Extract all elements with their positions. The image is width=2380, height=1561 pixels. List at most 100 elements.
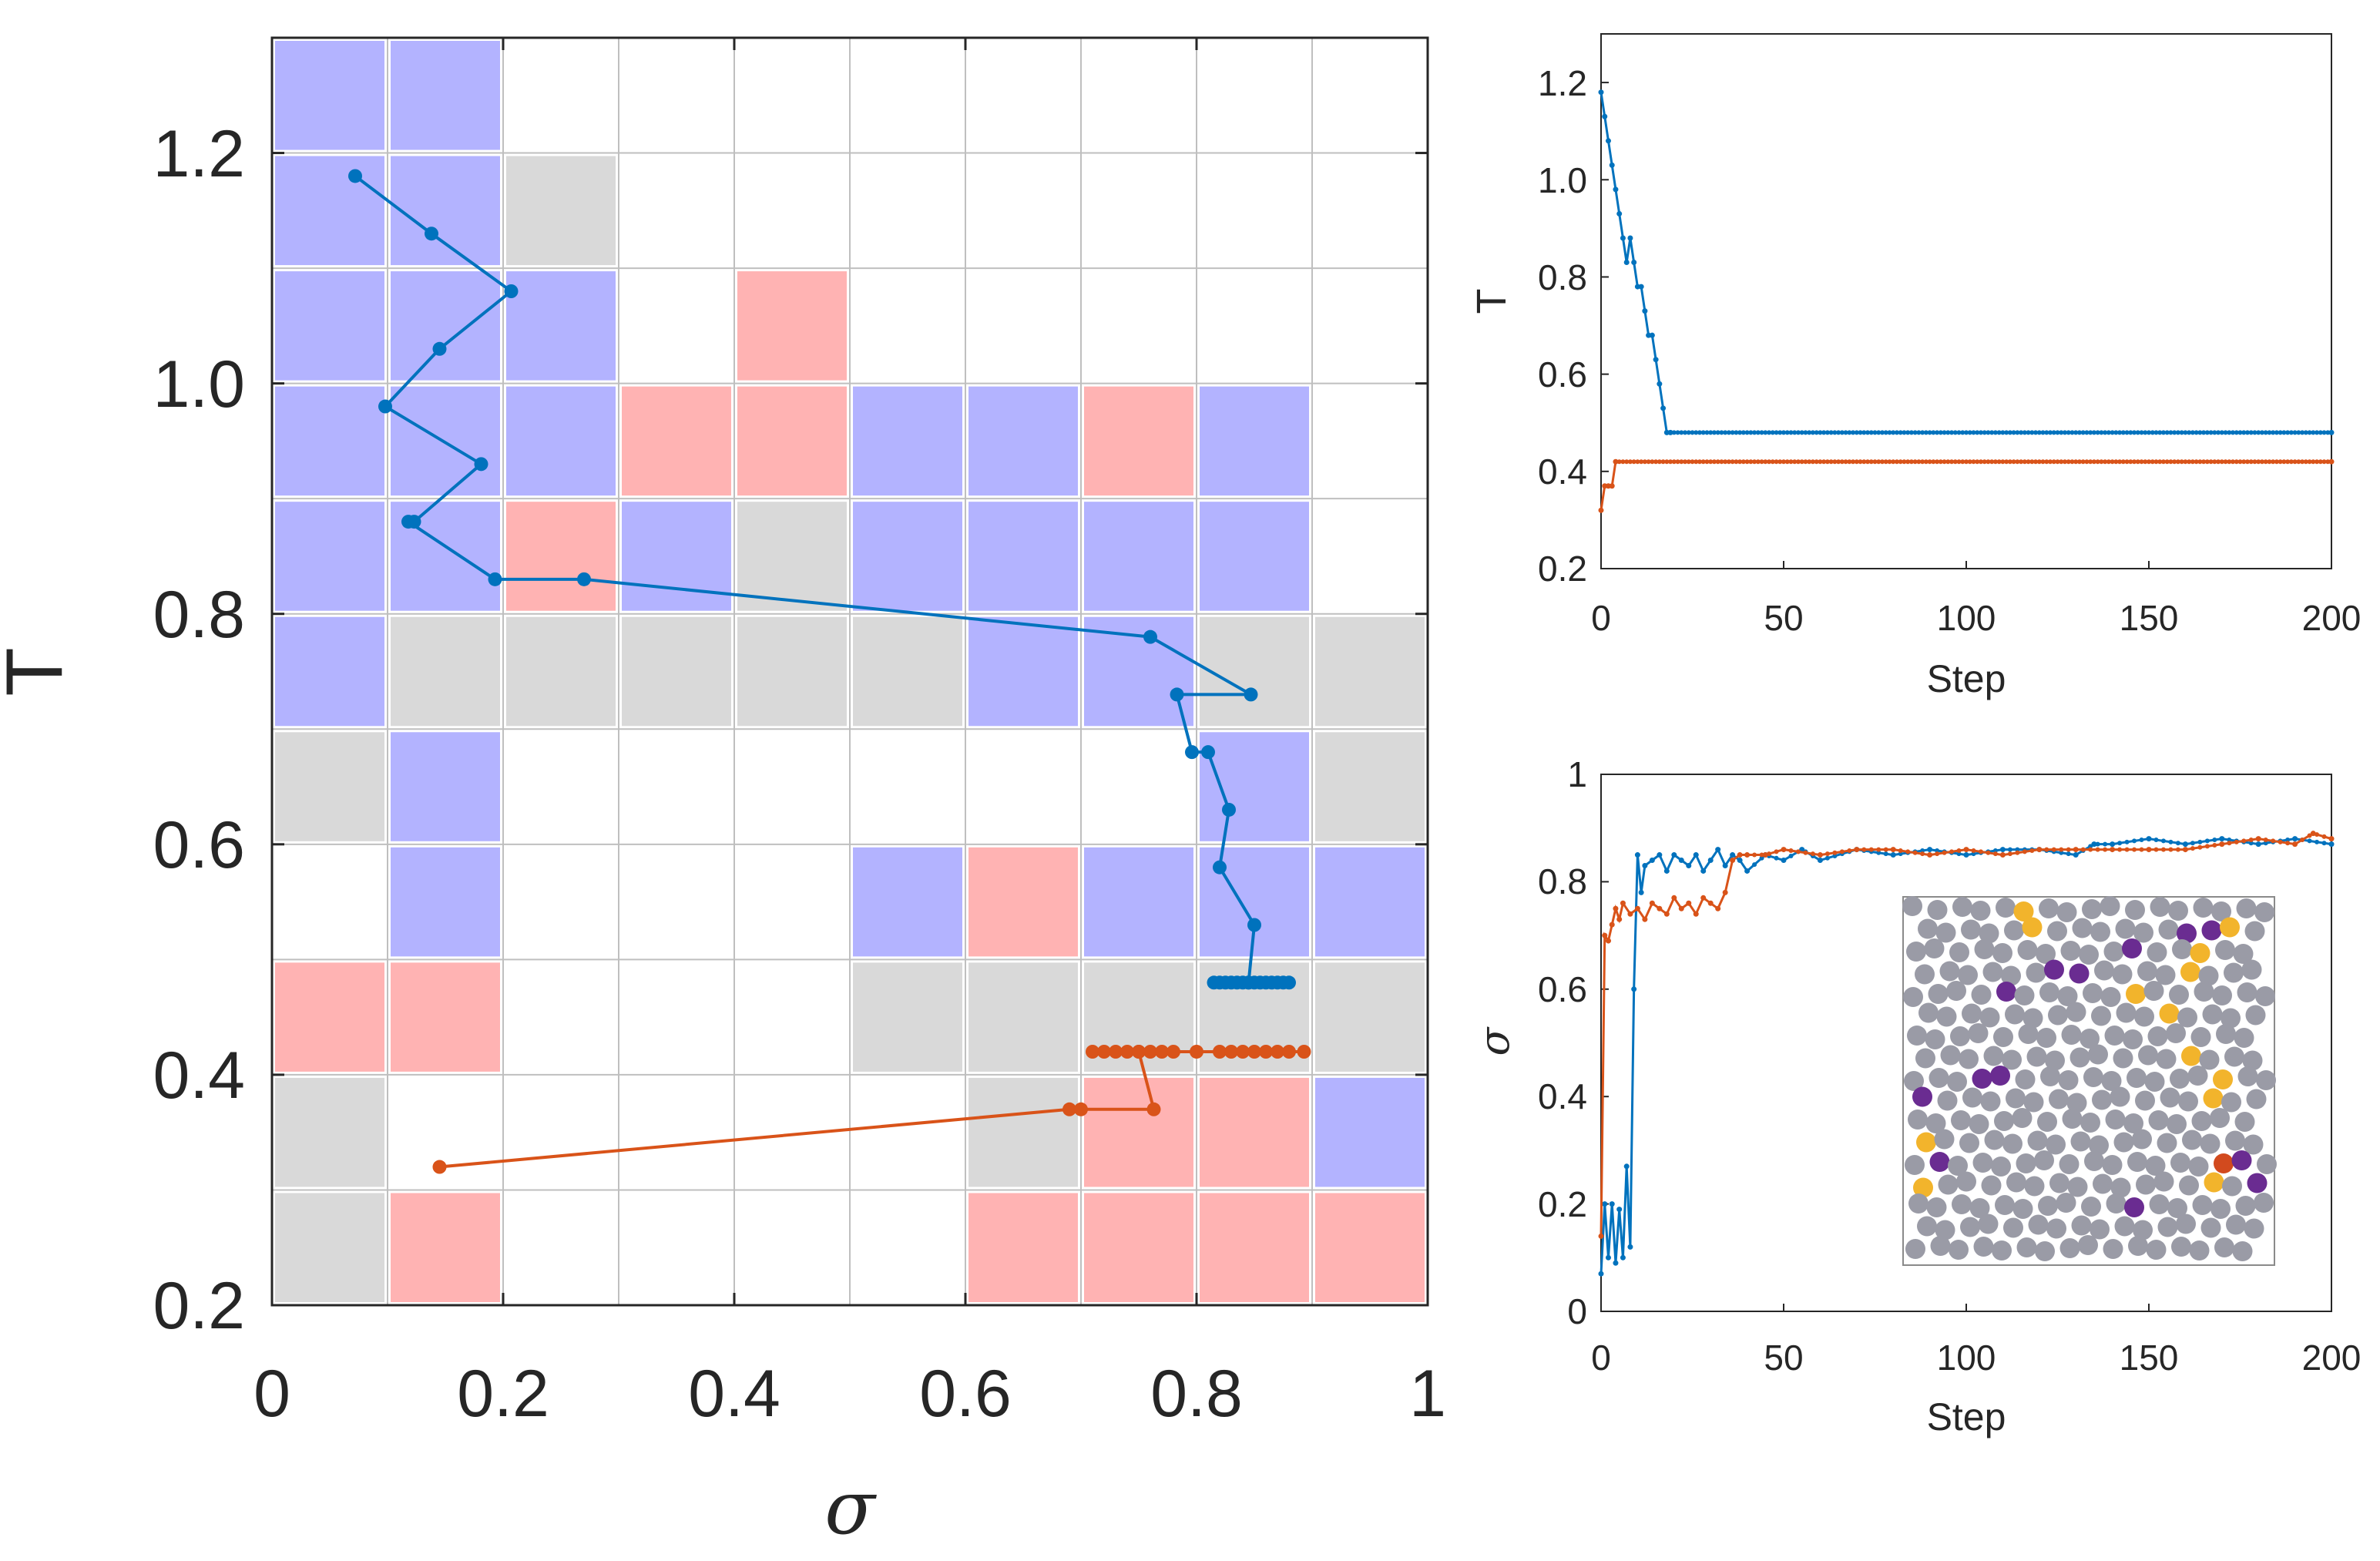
top-right-blue-marker	[1700, 430, 1706, 435]
top-right-blue-marker	[1726, 430, 1731, 435]
bottom-right-orange-marker	[2329, 836, 2334, 841]
top-right-blue-marker	[1748, 430, 1754, 435]
particle-gray	[2170, 1153, 2190, 1173]
top-right-orange-marker	[2004, 459, 2009, 465]
heatmap-cell-blue	[968, 386, 1078, 496]
particle-gray	[1926, 1197, 1947, 1217]
top-right-y-tick-label: 1.0	[1538, 160, 1587, 200]
particle-gray	[2133, 922, 2153, 943]
particle-gray	[1992, 943, 2012, 963]
particle-gray	[2138, 1045, 2158, 1066]
top-right-x-tick-label: 0	[1591, 598, 1611, 638]
bottom-right-orange-marker	[1635, 906, 1640, 911]
particle-gray	[2039, 898, 2059, 918]
top-right-orange-marker	[1872, 459, 1878, 465]
bottom-right-blue-marker	[1832, 853, 1838, 858]
bottom-right-orange-marker	[1876, 847, 1882, 852]
main-x-axis-label: σ	[824, 1465, 877, 1551]
particle-gray	[2232, 1241, 2253, 1261]
particle-gray	[2170, 1069, 2190, 1089]
bottom-right-blue-marker	[2197, 839, 2203, 844]
top-right-blue-marker	[1923, 430, 1929, 435]
top-right-blue-marker	[1971, 430, 1976, 435]
main-blue-point	[474, 457, 488, 472]
top-right-orange-marker	[2321, 459, 2327, 465]
main-y-tick-label: 1.0	[153, 347, 245, 421]
top-right-blue-marker	[2051, 430, 2056, 435]
top-right-orange-marker	[1868, 459, 1874, 465]
bottom-right-orange-marker	[2263, 838, 2268, 843]
main-orange-point	[1259, 1045, 1273, 1059]
particle-yellow	[2159, 1003, 2180, 1024]
particle-gray	[2026, 962, 2046, 983]
particle-gray	[2018, 1024, 2039, 1044]
top-right-orange-marker	[2062, 459, 2067, 465]
particle-purple	[2231, 1150, 2252, 1170]
main-x-tick-label: 0	[253, 1357, 290, 1431]
heatmap-cell-blue	[1200, 502, 1309, 611]
top-right-orange-marker	[2150, 459, 2155, 465]
particle-gray	[2060, 941, 2081, 961]
heatmap-cell-gray	[1315, 732, 1425, 841]
top-right-blue-marker	[1660, 405, 1666, 411]
particle-purple	[2069, 963, 2090, 984]
top-right-orange-marker	[1799, 459, 1804, 465]
particle-gray	[2100, 896, 2120, 916]
particle-gray	[2056, 902, 2077, 922]
particle-gray	[2039, 982, 2059, 1002]
heatmap-cell-red	[275, 962, 384, 1072]
particle-gray	[1948, 1156, 1968, 1176]
particle-yellow	[2126, 984, 2146, 1004]
bottom-right-orange-marker	[2036, 847, 2042, 852]
particle-gray	[1952, 1194, 1972, 1214]
particle-gray	[1995, 1195, 2015, 1215]
bottom-right-blue-marker	[1613, 1261, 1618, 1266]
top-right-blue-marker	[2007, 430, 2012, 435]
particle-gray	[2102, 1155, 2123, 1175]
top-right-orange-marker	[1898, 459, 1903, 465]
main-ticks	[270, 38, 1429, 1307]
particle-gray	[2246, 1089, 2267, 1109]
top-right-orange-marker	[1964, 459, 1969, 465]
bottom-right-orange-marker	[1868, 847, 1874, 852]
particle-gray	[1908, 1109, 1928, 1130]
heatmap-cell-red	[506, 502, 616, 611]
bottom-right-blue-marker	[1620, 1255, 1626, 1261]
particle-gray	[2049, 1173, 2069, 1193]
top-right-orange-marker	[2059, 459, 2064, 465]
particle-gray	[2012, 1199, 2033, 1219]
particle-yellow	[2022, 917, 2043, 938]
bottom-right-orange-point	[2310, 831, 2316, 837]
top-right-blue-marker	[1784, 430, 1790, 435]
top-right-blue-marker	[1894, 430, 1899, 435]
particle-gray	[1949, 1240, 1969, 1260]
top-right-blue-marker	[1777, 430, 1783, 435]
bottom-right-blue-marker	[1774, 855, 1779, 861]
particle-gray	[1950, 1026, 1970, 1046]
heatmap-cell-gray	[275, 732, 384, 841]
bottom-right-blue-marker	[2139, 838, 2144, 843]
particle-gray	[2153, 1171, 2174, 1192]
top-right-blue-marker	[1858, 430, 1863, 435]
top-right-blue-marker	[1807, 430, 1812, 435]
bottom-right-orange-marker	[2117, 847, 2123, 852]
top-right-orange-marker	[2175, 459, 2180, 465]
top-right-orange-marker	[2296, 459, 2301, 465]
top-right-blue-marker	[2029, 430, 2035, 435]
bottom-right-orange-marker	[1737, 852, 1743, 858]
particle-gray	[2199, 1049, 2220, 1070]
bottom-right-orange-marker	[2103, 847, 2108, 852]
top-right-orange-marker	[2153, 459, 2159, 465]
particle-gray	[2144, 1072, 2165, 1092]
particle-yellow	[1913, 1177, 1933, 1198]
top-right-orange-marker	[1865, 459, 1871, 465]
main-orange-point	[1143, 1045, 1157, 1059]
top-right-blue-marker	[1982, 430, 1987, 435]
top-right-orange-marker	[1642, 459, 1647, 465]
particle-purple	[2177, 923, 2197, 944]
top-right-orange-marker	[1971, 459, 1976, 465]
top-right-orange-marker	[2088, 459, 2093, 465]
top-right-blue-marker	[1671, 430, 1677, 435]
particle-gray	[1994, 1111, 2014, 1131]
